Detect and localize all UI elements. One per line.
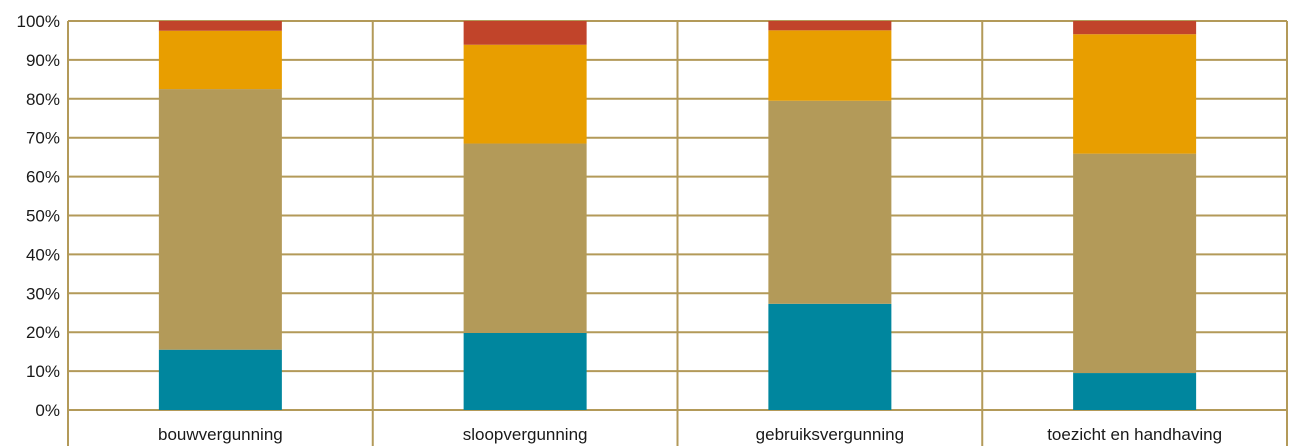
bar-segment [463, 21, 587, 45]
axes [67, 21, 1288, 446]
bar-segment [768, 100, 892, 304]
y-tick-label: 60% [26, 168, 60, 187]
bar-segment [1073, 34, 1197, 154]
y-tick-label: 10% [26, 362, 60, 381]
y-tick-label: 100% [17, 12, 60, 31]
bar-segment [463, 44, 587, 144]
bar-segment [158, 89, 282, 350]
y-tick-label: 50% [26, 207, 60, 226]
category-label: bouwvergunning [158, 425, 283, 444]
bar-segment [1073, 153, 1197, 374]
bar-segment [1073, 21, 1197, 35]
y-tick-label: 80% [26, 90, 60, 109]
bar-segment [158, 30, 282, 90]
y-tick-label: 70% [26, 129, 60, 148]
bar-segment [1073, 373, 1197, 410]
category-label: toezicht en handhaving [1047, 425, 1222, 444]
bar-segment [768, 21, 892, 31]
category-label: sloopvergunning [463, 425, 588, 444]
labels: 0% 10% 20% 30% 40% 50% 60% 70% 80% 90% 100% bouwver… [17, 12, 1223, 444]
bar-segment [463, 143, 587, 333]
y-tick-label: 90% [26, 51, 60, 70]
y-tick-label: 30% [26, 284, 60, 303]
bar-segment [158, 349, 282, 410]
y-tick-label: 0% [35, 401, 60, 420]
y-tick-label: 40% [26, 245, 60, 264]
bars [158, 21, 1197, 410]
bar-segment [768, 30, 892, 101]
y-tick-label: 20% [26, 323, 60, 342]
bar-segment [463, 332, 587, 410]
bar-segment [158, 21, 282, 31]
category-label: gebruiksvergunning [756, 425, 904, 444]
bar-segment [768, 303, 892, 410]
